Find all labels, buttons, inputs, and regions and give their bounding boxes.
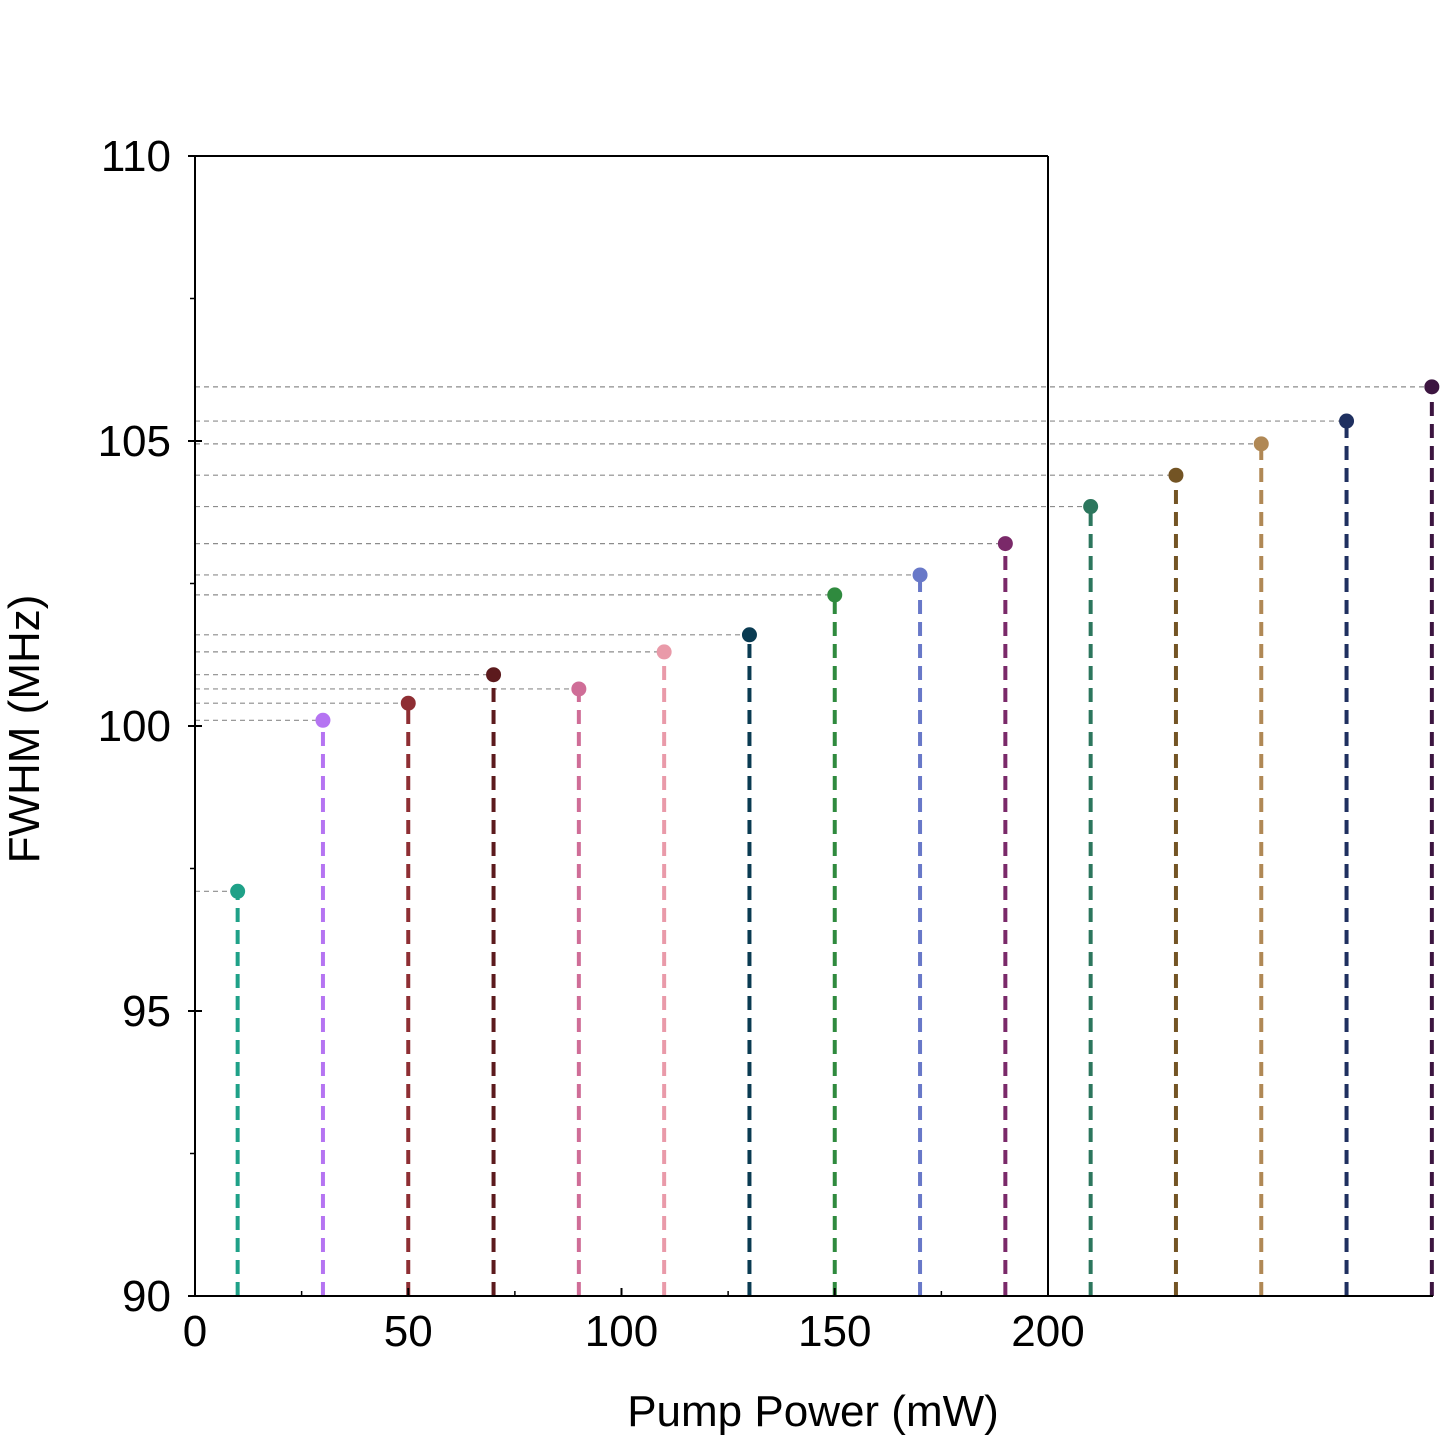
data-point-12	[1168, 467, 1184, 483]
data-point-14	[1339, 413, 1355, 429]
x-tick-label: 0	[183, 1307, 207, 1356]
data-point-15	[1424, 379, 1440, 395]
data-point-7	[741, 627, 757, 643]
stems	[235, 386, 1434, 1296]
x-axis-title: Pump Power (mW)	[627, 1387, 999, 1436]
data-point-1	[230, 883, 246, 899]
data-point-10	[997, 536, 1013, 552]
y-tick-label: 95	[122, 987, 171, 1036]
y-tick-label: 105	[98, 417, 171, 466]
data-point-11	[1083, 499, 1099, 515]
data-point-13	[1253, 436, 1269, 452]
data-point-9	[912, 567, 928, 583]
y-tick-label: 100	[98, 702, 171, 751]
data-point-3	[400, 695, 416, 711]
data-points	[230, 379, 1440, 899]
data-point-6	[656, 644, 672, 660]
plot-frame	[194, 155, 1433, 1297]
reference-lines	[195, 386, 1432, 892]
y-axis-title: FWHM (MHz)	[0, 595, 49, 864]
axis-ticks	[188, 155, 1049, 1297]
data-point-2	[315, 712, 331, 728]
data-point-4	[486, 667, 502, 683]
x-tick-label: 50	[384, 1307, 433, 1356]
y-tick-label: 90	[122, 1272, 171, 1321]
y-tick-label: 110	[101, 132, 171, 181]
data-point-5	[571, 681, 587, 697]
x-tick-label: 150	[798, 1307, 871, 1356]
x-tick-label: 200	[1011, 1307, 1084, 1356]
tick-labels: 90 95 100 105 110 0 50 100 150 200	[98, 132, 1085, 1356]
data-point-8	[827, 587, 843, 603]
x-tick-label: 100	[585, 1307, 658, 1356]
